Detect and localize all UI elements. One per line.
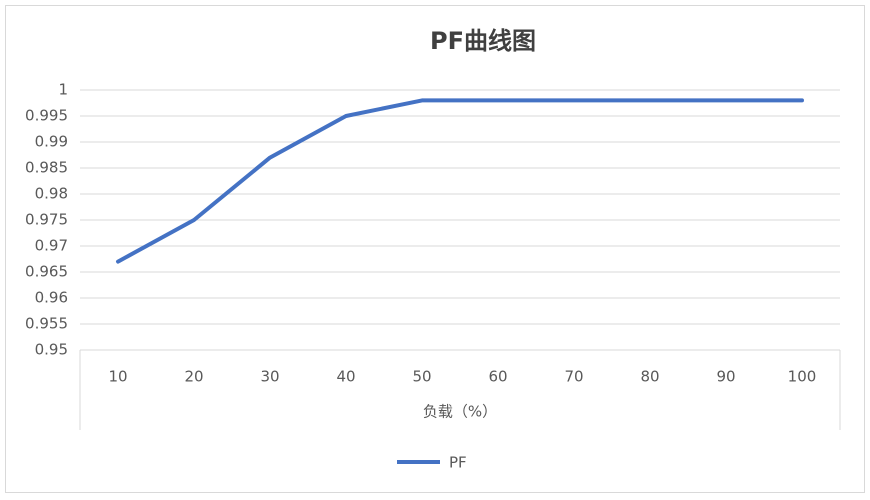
y-tick-label: 1 [58,81,68,99]
x-tick-label: 50 [412,368,431,386]
y-tick-label: 0.99 [35,133,68,151]
x-tick-label: 100 [788,368,817,386]
x-tick-label: 80 [640,368,659,386]
y-tick-label: 0.955 [25,315,68,333]
x-tick-label: 40 [336,368,355,386]
y-tick-label: 0.965 [25,263,68,281]
y-tick-label: 0.975 [25,211,68,229]
y-tick-label: 0.98 [35,185,68,203]
x-tick-label: 10 [108,368,127,386]
x-axis-title: 负载（%） [423,403,497,421]
y-tick-label: 0.995 [25,107,68,125]
x-tick-label: 30 [260,368,279,386]
x-tick-label: 60 [488,368,507,386]
x-tick-label: 70 [564,368,583,386]
x-tick-label: 20 [184,368,203,386]
x-tick-label: 90 [716,368,735,386]
legend-label: PF [449,454,467,472]
series-line [116,98,804,264]
y-tick-label: 0.985 [25,159,68,177]
y-tick-label: 0.96 [35,289,68,307]
y-tick-label: 0.95 [35,341,68,359]
y-tick-label: 0.97 [35,237,68,255]
chart-border [5,5,865,493]
chart-title: PF曲线图 [430,27,536,55]
